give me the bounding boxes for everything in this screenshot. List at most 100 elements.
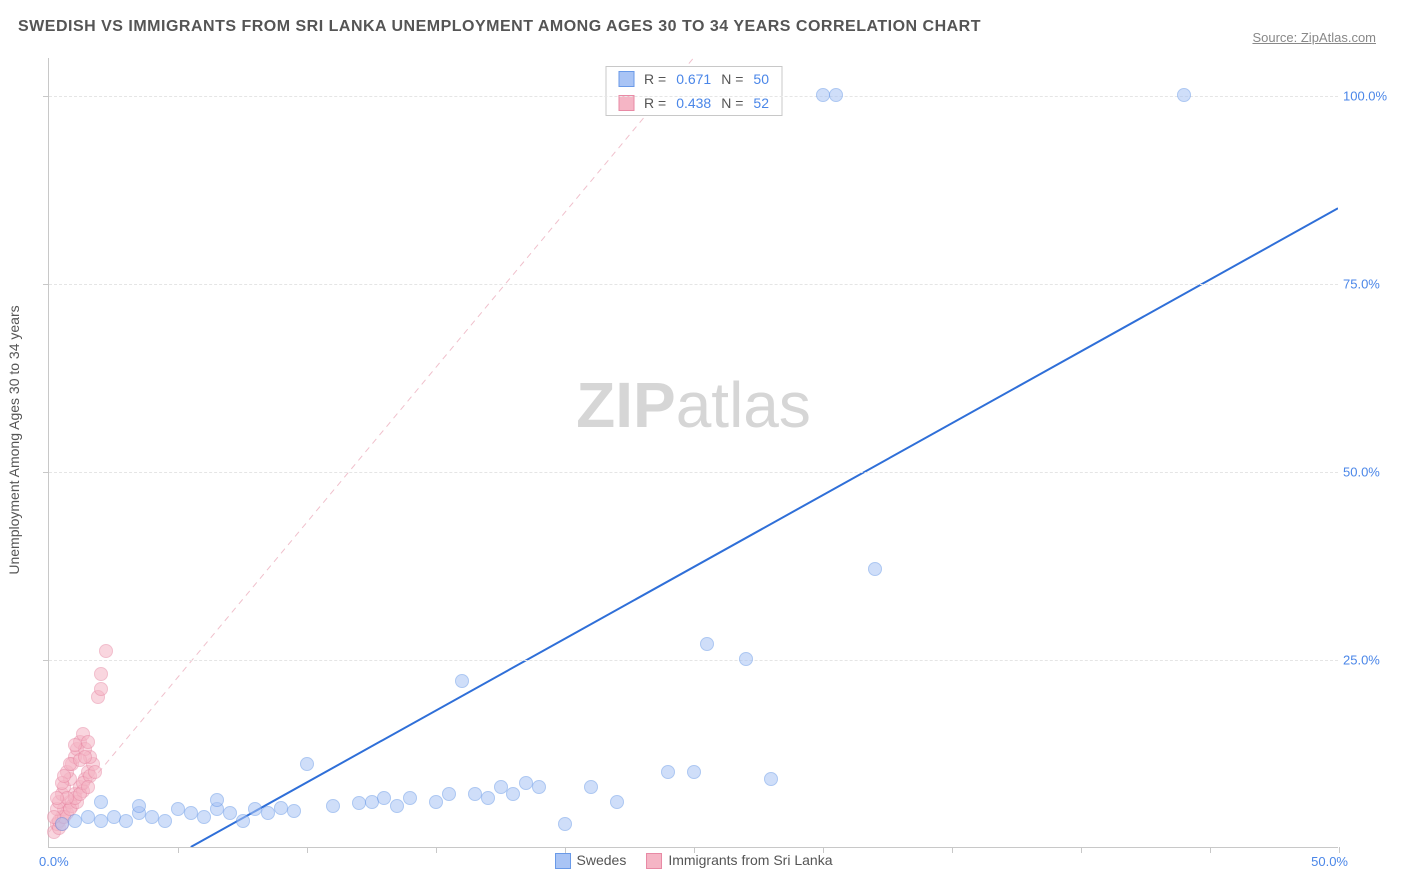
data-point-swedes <box>261 806 275 820</box>
legend-item-immigrants: Immigrants from Sri Lanka <box>646 852 832 869</box>
r-value-immigrants: 0.438 <box>676 95 711 111</box>
data-point-swedes <box>494 780 508 794</box>
correlation-legend: R = 0.671 N = 50 R = 0.438 N = 52 <box>605 66 782 116</box>
data-point-swedes <box>55 817 69 831</box>
x-tick <box>1210 847 1211 853</box>
data-point-swedes <box>558 817 572 831</box>
x-tick <box>952 847 953 853</box>
data-point-swedes <box>210 793 224 807</box>
data-point-swedes <box>468 787 482 801</box>
data-point-swedes <box>661 765 675 779</box>
data-point-swedes <box>81 810 95 824</box>
data-point-swedes <box>687 765 701 779</box>
data-point-swedes <box>145 810 159 824</box>
x-tick <box>1339 847 1340 853</box>
r-label: R = <box>644 95 666 111</box>
data-point-swedes <box>519 776 533 790</box>
data-point-immigrants <box>81 735 95 749</box>
x-origin-label: 0.0% <box>39 854 69 869</box>
data-point-swedes <box>132 799 146 813</box>
data-point-immigrants <box>81 780 95 794</box>
data-point-swedes <box>764 772 778 786</box>
y-tick-label: 25.0% <box>1343 652 1398 667</box>
swatch-swedes <box>618 71 634 87</box>
x-tick <box>565 847 566 853</box>
data-point-immigrants <box>94 667 108 681</box>
gridline <box>49 96 1338 97</box>
y-tick <box>43 284 49 285</box>
data-point-swedes <box>403 791 417 805</box>
y-tick-label: 50.0% <box>1343 464 1398 479</box>
data-point-swedes <box>94 795 108 809</box>
y-tick-label: 100.0% <box>1343 88 1398 103</box>
x-tick <box>694 847 695 853</box>
correlation-row-immigrants: R = 0.438 N = 52 <box>606 91 781 115</box>
data-point-swedes <box>700 637 714 651</box>
data-point-swedes <box>532 780 546 794</box>
x-max-label: 50.0% <box>1311 854 1348 869</box>
x-tick <box>823 847 824 853</box>
legend-label-swedes: Swedes <box>577 852 627 868</box>
y-tick <box>43 472 49 473</box>
chart-title: SWEDISH VS IMMIGRANTS FROM SRI LANKA UNE… <box>18 18 981 36</box>
gridline <box>49 660 1338 661</box>
data-point-swedes <box>390 799 404 813</box>
data-point-swedes <box>365 795 379 809</box>
data-point-swedes <box>184 806 198 820</box>
trendlines-svg <box>49 58 1338 847</box>
data-point-swedes <box>158 814 172 828</box>
data-point-immigrants <box>78 750 92 764</box>
n-label: N = <box>721 95 743 111</box>
data-point-swedes <box>1177 88 1191 102</box>
data-point-swedes <box>94 814 108 828</box>
data-point-swedes <box>274 801 288 815</box>
data-point-swedes <box>739 652 753 666</box>
n-value-swedes: 50 <box>753 71 769 87</box>
data-point-swedes <box>326 799 340 813</box>
data-point-immigrants <box>88 765 102 779</box>
trendline-swedes <box>191 208 1338 847</box>
correlation-row-swedes: R = 0.671 N = 50 <box>606 67 781 91</box>
data-point-swedes <box>868 562 882 576</box>
data-point-swedes <box>236 814 250 828</box>
y-axis-label: Unemployment Among Ages 30 to 34 years <box>6 305 22 574</box>
gridline <box>49 284 1338 285</box>
data-point-swedes <box>248 802 262 816</box>
x-tick <box>307 847 308 853</box>
gridline <box>49 472 1338 473</box>
legend-item-swedes: Swedes <box>555 852 627 869</box>
watermark-zip: ZIP <box>576 369 676 441</box>
swatch-immigrants <box>618 95 634 111</box>
data-point-swedes <box>455 674 469 688</box>
series-legend: Swedes Immigrants from Sri Lanka <box>555 852 833 869</box>
trendline-immigrants <box>49 58 694 832</box>
legend-label-immigrants: Immigrants from Sri Lanka <box>668 852 832 868</box>
n-value-immigrants: 52 <box>753 95 769 111</box>
source-link[interactable]: Source: ZipAtlas.com <box>1252 30 1376 45</box>
swatch-immigrants-icon <box>646 853 662 869</box>
data-point-immigrants <box>50 791 64 805</box>
data-point-swedes <box>610 795 624 809</box>
data-point-swedes <box>377 791 391 805</box>
r-value-swedes: 0.671 <box>676 71 711 87</box>
data-point-swedes <box>584 780 598 794</box>
y-tick <box>43 96 49 97</box>
data-point-swedes <box>442 787 456 801</box>
data-point-swedes <box>829 88 843 102</box>
data-point-swedes <box>300 757 314 771</box>
data-point-swedes <box>816 88 830 102</box>
watermark-atlas: atlas <box>676 369 811 441</box>
data-point-swedes <box>68 814 82 828</box>
x-tick <box>178 847 179 853</box>
y-tick <box>43 660 49 661</box>
data-point-swedes <box>481 791 495 805</box>
chart-plot-area: ZIPatlas R = 0.671 N = 50 R = 0.438 N = … <box>48 58 1338 848</box>
data-point-immigrants <box>99 644 113 658</box>
data-point-swedes <box>506 787 520 801</box>
x-tick <box>436 847 437 853</box>
n-label: N = <box>721 71 743 87</box>
r-label: R = <box>644 71 666 87</box>
data-point-swedes <box>197 810 211 824</box>
data-point-swedes <box>429 795 443 809</box>
swatch-swedes-icon <box>555 853 571 869</box>
